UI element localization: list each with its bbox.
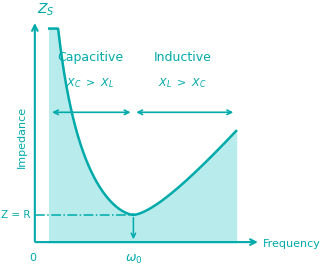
Text: Inductive: Inductive [154,51,212,64]
Text: Z = R: Z = R [1,210,31,220]
Text: Impedance: Impedance [16,106,26,169]
Text: $X_L\ >\ X_C$: $X_L\ >\ X_C$ [158,76,207,90]
Text: $\omega_0$: $\omega_0$ [125,252,142,266]
Text: Frequency: Frequency [263,239,321,249]
Text: Capacitive: Capacitive [57,51,123,64]
Text: 0: 0 [29,252,36,263]
Text: $Z_S$: $Z_S$ [37,2,55,18]
Text: $X_C\ >\ X_L$: $X_C\ >\ X_L$ [66,76,114,90]
